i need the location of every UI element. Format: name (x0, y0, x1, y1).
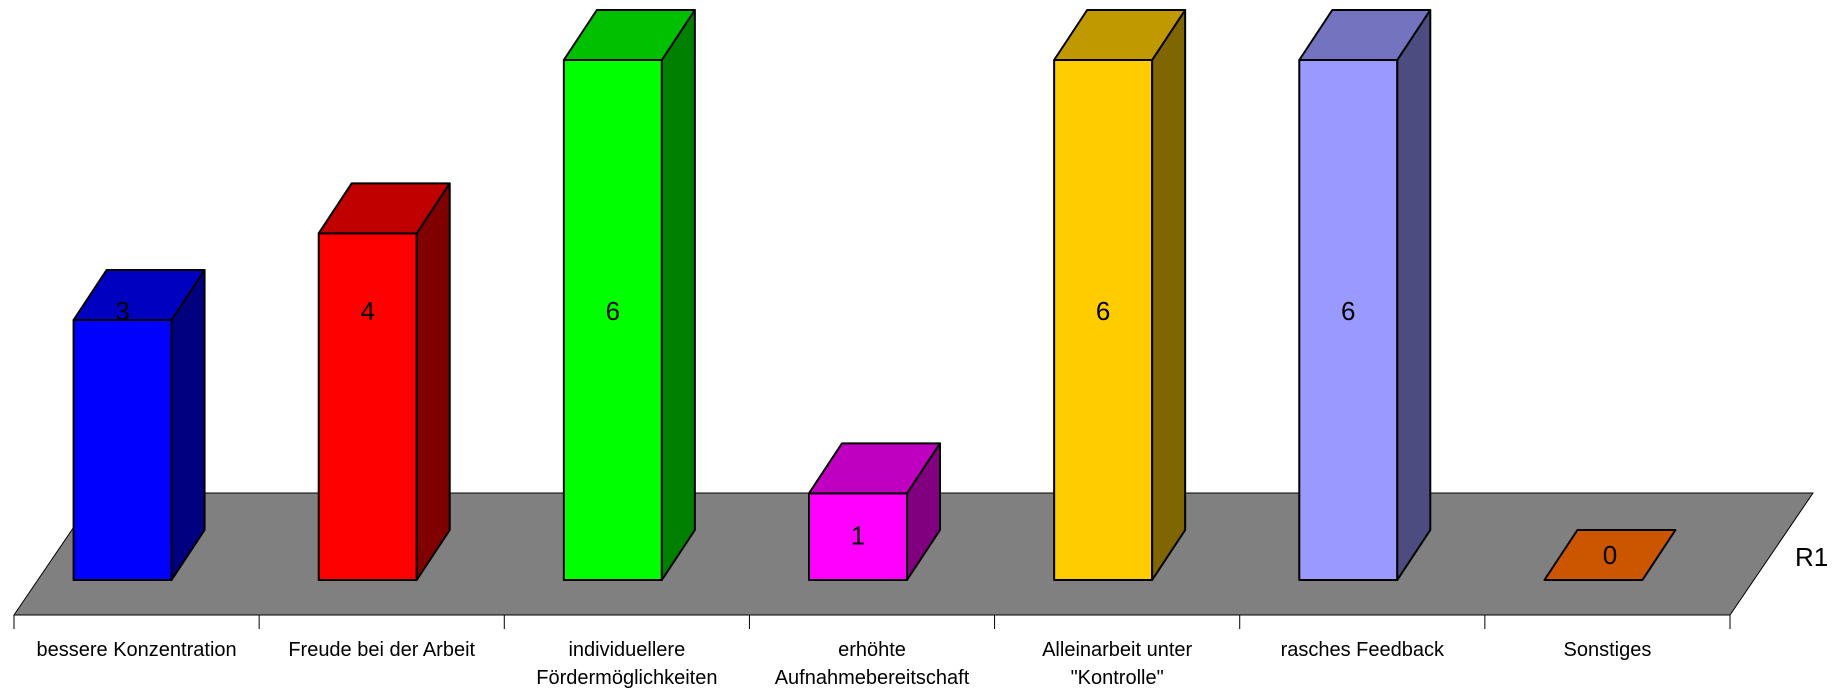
bar-top (72, 269, 206, 321)
category-label: Fördermöglichkeiten (536, 667, 717, 689)
data-label: 6 (606, 296, 620, 326)
bar-side (1151, 9, 1187, 581)
data-labels: 3 4 6 1 6 6 0 (115, 296, 1617, 570)
bar (1543, 529, 1677, 581)
series-label: R1 (1795, 542, 1828, 572)
category-label: individuellere (568, 639, 685, 661)
category-label: erhöhte (838, 639, 906, 661)
category-label: Sonstiges (1564, 639, 1652, 661)
bar (72, 269, 206, 581)
bar-top (1298, 9, 1432, 61)
category-label: Aufnahmebereitschaft (775, 667, 970, 689)
category-labels: bessere Konzentration Freude bei der Arbe… (37, 639, 1652, 689)
bar-top (562, 9, 696, 61)
category-label: Freude bei der Arbeit (288, 639, 475, 661)
bar-top (808, 442, 941, 495)
bar (1053, 9, 1187, 581)
bar-top (1053, 9, 1187, 61)
category-label: Alleinarbeit unter (1042, 639, 1192, 661)
category-label: "Kontrolle" (1071, 667, 1164, 689)
category-axis (13, 614, 1731, 629)
bars (72, 9, 1677, 581)
bar (317, 182, 451, 581)
bar-top (317, 182, 451, 235)
data-label: 4 (360, 296, 374, 326)
data-label: 6 (1096, 296, 1110, 326)
bar-top (1543, 529, 1677, 581)
data-label: 3 (115, 296, 129, 326)
data-label: 1 (851, 521, 865, 551)
bar-side (170, 269, 206, 581)
bar (808, 442, 941, 581)
bar-side (660, 9, 696, 581)
bar (562, 9, 696, 581)
bar-front (317, 232, 418, 581)
bar (1298, 9, 1432, 581)
category-label: bessere Konzentration (37, 639, 237, 661)
category-label: rasches Feedback (1281, 639, 1445, 661)
data-label: 6 (1341, 296, 1355, 326)
bar-side (415, 182, 451, 581)
bar-side (1396, 9, 1432, 581)
bar-front (72, 319, 173, 581)
data-label: 0 (1603, 540, 1617, 570)
